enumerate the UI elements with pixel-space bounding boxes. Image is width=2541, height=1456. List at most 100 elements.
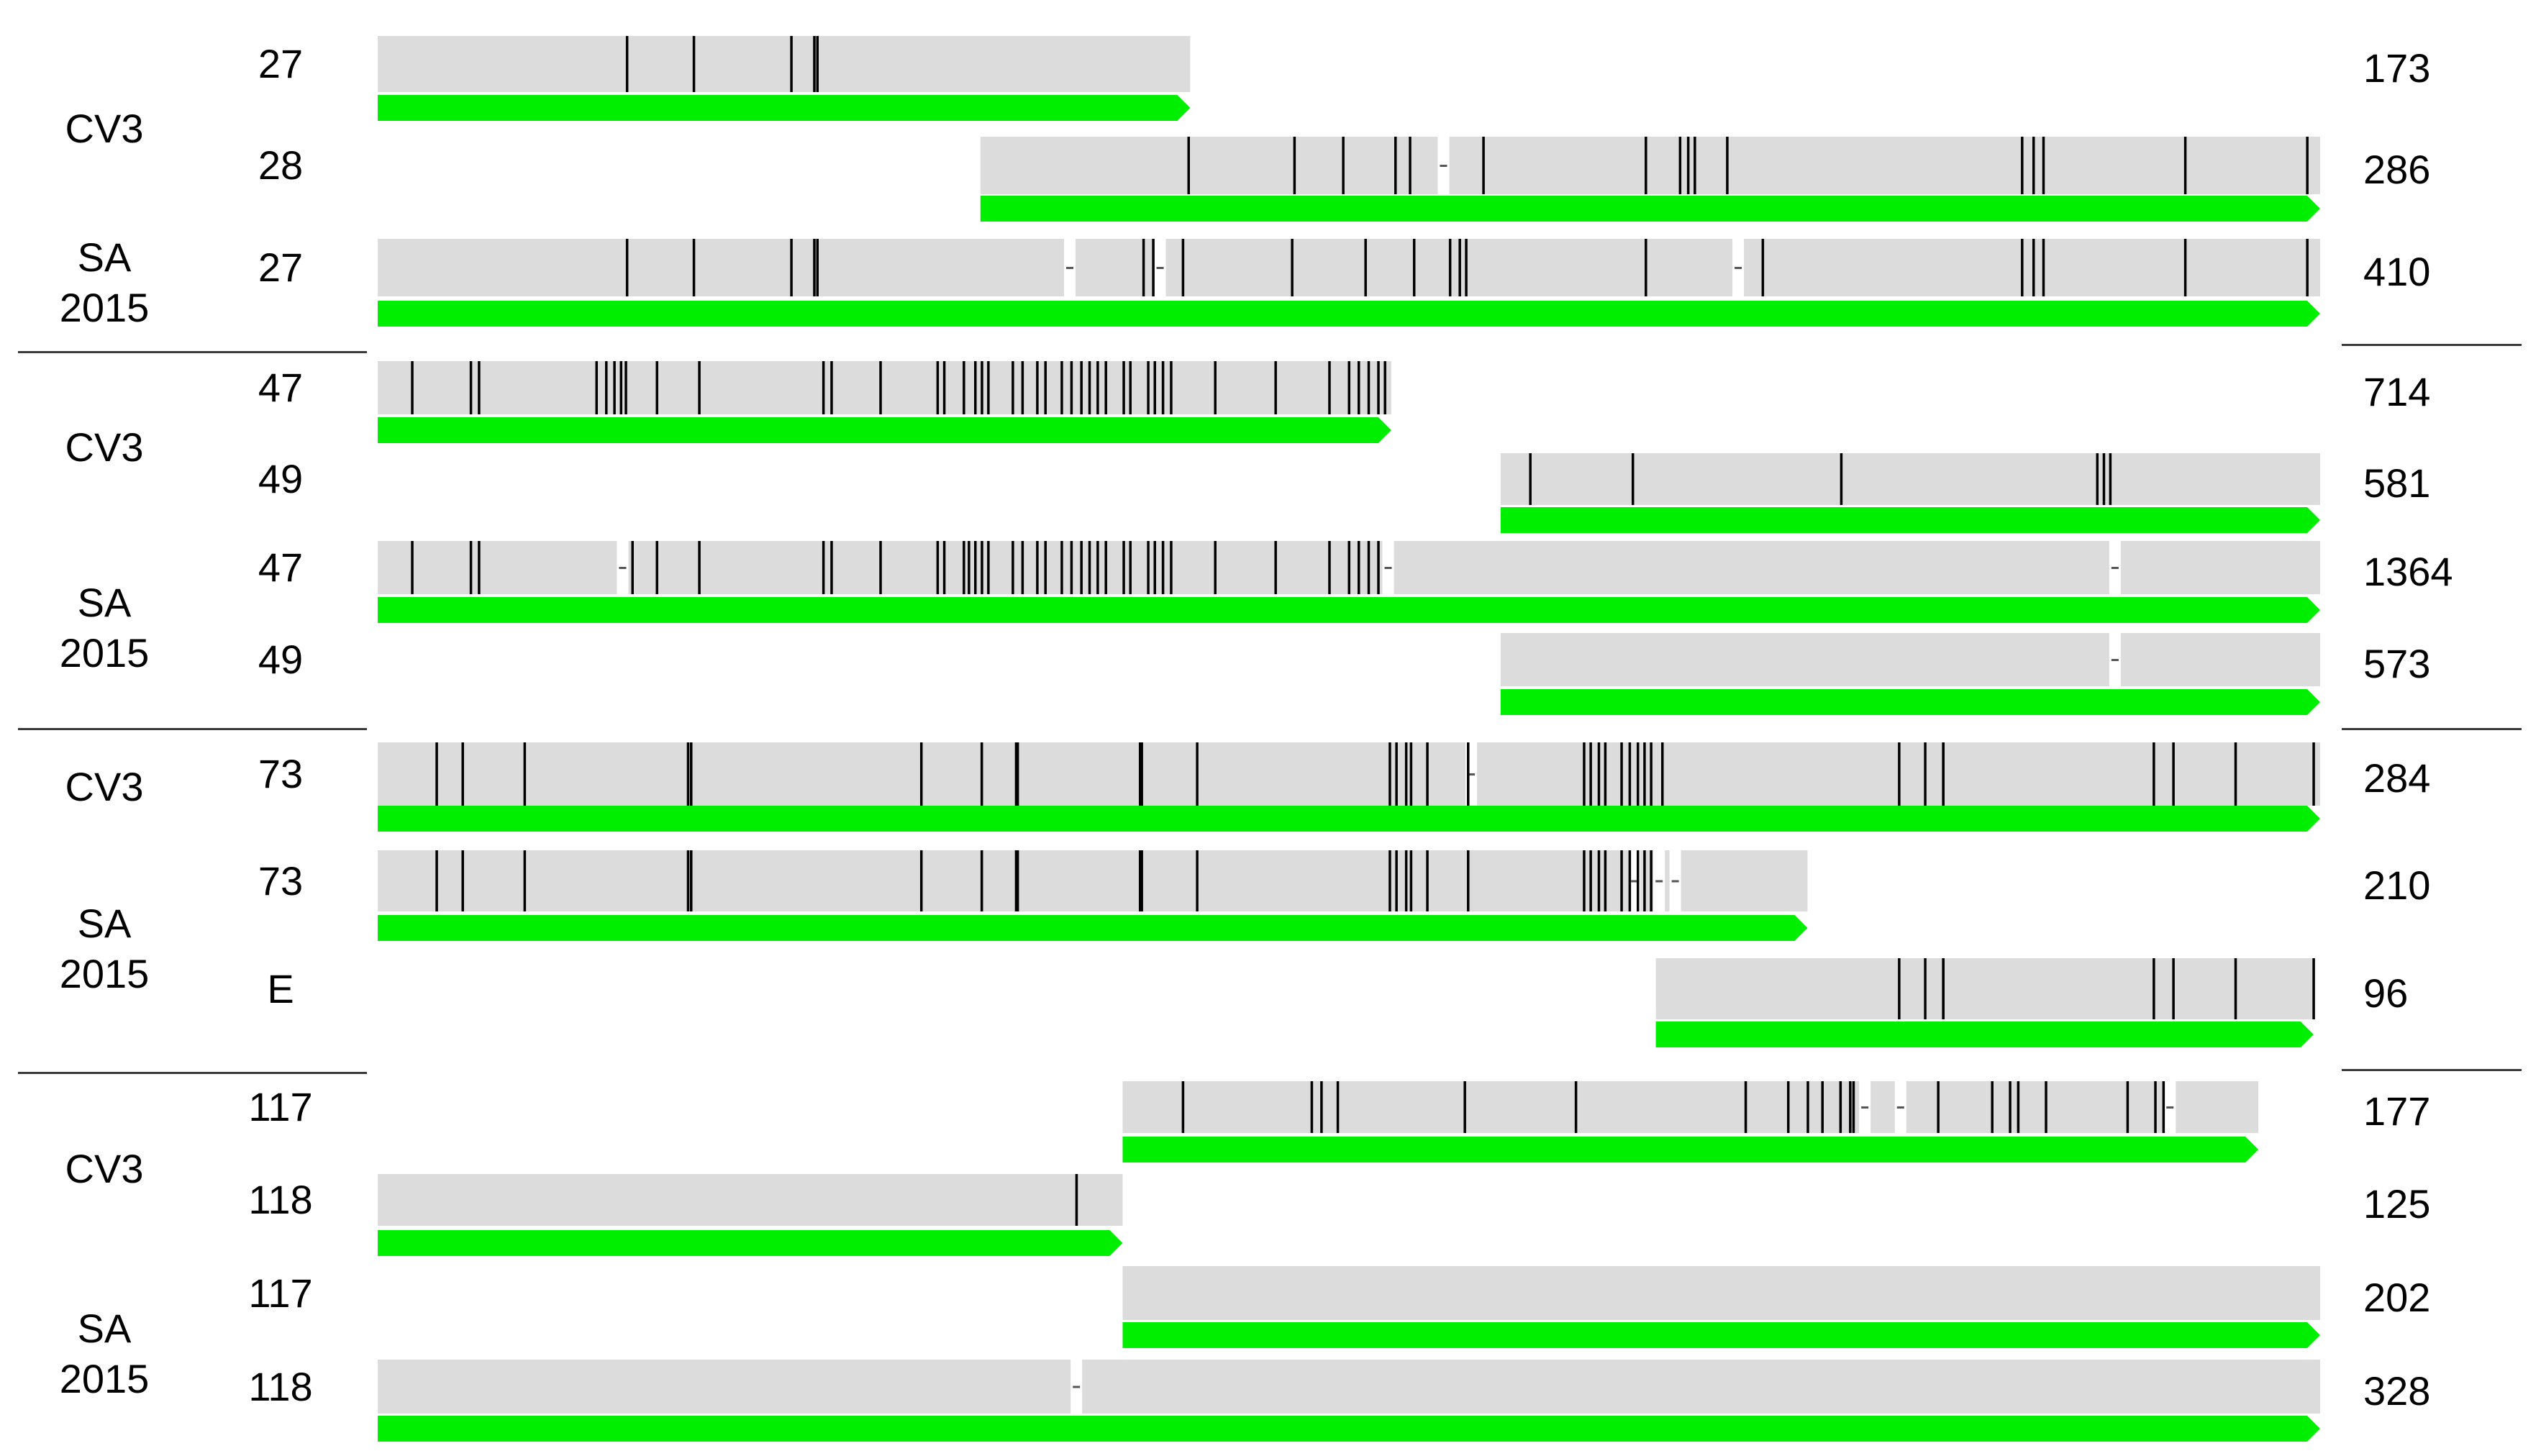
variant-tick xyxy=(2109,453,2112,505)
variant-tick xyxy=(1465,239,1468,296)
variant-tick xyxy=(790,239,793,296)
variant-tick xyxy=(1170,361,1173,414)
row-length-label: 202 xyxy=(2363,1274,2431,1320)
variant-tick xyxy=(1147,541,1150,594)
gene-arrow xyxy=(1122,1137,2259,1162)
gap-connector xyxy=(1468,773,1476,775)
row-id-label: 28 xyxy=(258,142,304,188)
variant-tick xyxy=(942,361,946,414)
variant-tick xyxy=(1924,958,1927,1019)
gene-arrow xyxy=(378,301,2320,327)
variant-tick xyxy=(1364,239,1367,296)
variant-tick xyxy=(1852,1081,1855,1133)
variant-tick xyxy=(1367,541,1370,594)
row-length-label: 284 xyxy=(2363,755,2431,801)
variant-tick xyxy=(1426,742,1429,806)
variant-tick xyxy=(1467,850,1470,911)
variant-tick xyxy=(1016,850,1019,911)
variant-tick xyxy=(605,361,608,414)
coverage-track xyxy=(378,850,1808,911)
variant-tick xyxy=(1358,361,1360,414)
variant-tick xyxy=(1840,453,1843,505)
variant-tick xyxy=(1152,239,1155,296)
variant-tick xyxy=(1924,742,1927,806)
variant-tick xyxy=(523,742,527,806)
gap-connector xyxy=(1440,165,1447,167)
row-length-label: 714 xyxy=(2363,369,2431,414)
variant-tick xyxy=(1628,742,1632,806)
gene-arrow xyxy=(378,1230,1123,1256)
variant-tick xyxy=(1678,137,1682,194)
variant-tick xyxy=(1529,453,1532,505)
coverage-track xyxy=(1500,453,2320,505)
gap-connector xyxy=(1073,1386,1081,1388)
gene-arrow xyxy=(1500,507,2320,533)
variant-tick xyxy=(1070,541,1073,594)
group-label: SA 2015 xyxy=(59,1306,150,1401)
variant-tick xyxy=(1070,361,1073,414)
variant-tick xyxy=(830,541,833,594)
variant-tick xyxy=(1293,137,1296,194)
variant-tick xyxy=(2096,453,2099,505)
variant-tick xyxy=(1661,742,1664,806)
gap-connector xyxy=(1631,880,1639,883)
variant-tick xyxy=(968,541,971,594)
variant-tick xyxy=(1604,850,1607,911)
group-label: CV3 xyxy=(65,1145,144,1191)
variant-tick xyxy=(2234,958,2237,1019)
section-divider-left xyxy=(18,1072,367,1074)
variant-tick xyxy=(2042,239,2045,296)
variant-tick xyxy=(1016,742,1019,806)
gene-arrow xyxy=(1655,1022,2314,1047)
variant-tick xyxy=(813,239,816,296)
variant-tick xyxy=(1044,541,1047,594)
gap-connector xyxy=(1384,567,1392,569)
variant-tick xyxy=(1467,742,1470,806)
variant-tick xyxy=(1274,361,1277,414)
variant-tick xyxy=(1694,137,1696,194)
variant-tick xyxy=(1181,239,1185,296)
variant-tick xyxy=(1628,850,1632,911)
variant-tick xyxy=(655,361,658,414)
variant-tick xyxy=(2032,239,2035,296)
variant-tick xyxy=(1036,541,1039,594)
variant-tick xyxy=(1044,361,1047,414)
variant-tick xyxy=(1377,541,1380,594)
row-id-label: 47 xyxy=(258,545,304,590)
row-id-label: 118 xyxy=(248,1177,313,1222)
group-label: CV3 xyxy=(65,106,144,151)
variant-tick xyxy=(1686,137,1690,194)
variant-tick xyxy=(698,361,701,414)
variant-tick xyxy=(1395,850,1398,911)
variant-tick xyxy=(1021,541,1024,594)
gap-connector xyxy=(1655,880,1663,883)
variant-tick xyxy=(1942,958,1945,1019)
coverage-track xyxy=(1122,1081,2259,1133)
variant-tick xyxy=(1643,742,1646,806)
variant-tick xyxy=(822,361,825,414)
variant-tick xyxy=(1012,541,1014,594)
variant-tick xyxy=(1574,1081,1578,1133)
variant-tick xyxy=(1806,1081,1809,1133)
row-length-label: 286 xyxy=(2363,147,2431,192)
row-id-label: 117 xyxy=(248,1270,313,1316)
variant-tick xyxy=(1645,137,1647,194)
variant-tick xyxy=(631,541,634,594)
variant-tick xyxy=(1147,361,1150,414)
variant-tick xyxy=(1821,1081,1824,1133)
variant-tick xyxy=(1291,239,1294,296)
variant-tick xyxy=(1153,361,1156,414)
row-id-label: 73 xyxy=(258,751,304,796)
variant-tick xyxy=(1140,850,1143,911)
variant-tick xyxy=(1187,137,1190,194)
variant-tick xyxy=(879,541,882,594)
coverage-track xyxy=(378,239,2320,296)
row-id-label: E xyxy=(267,965,294,1011)
row-length-label: 96 xyxy=(2363,970,2409,1016)
gene-arrow xyxy=(378,417,1391,443)
variant-tick xyxy=(813,36,816,92)
variant-tick xyxy=(1161,541,1165,594)
variant-tick xyxy=(1153,541,1156,594)
variant-tick xyxy=(1394,137,1397,194)
variant-tick xyxy=(974,361,977,414)
